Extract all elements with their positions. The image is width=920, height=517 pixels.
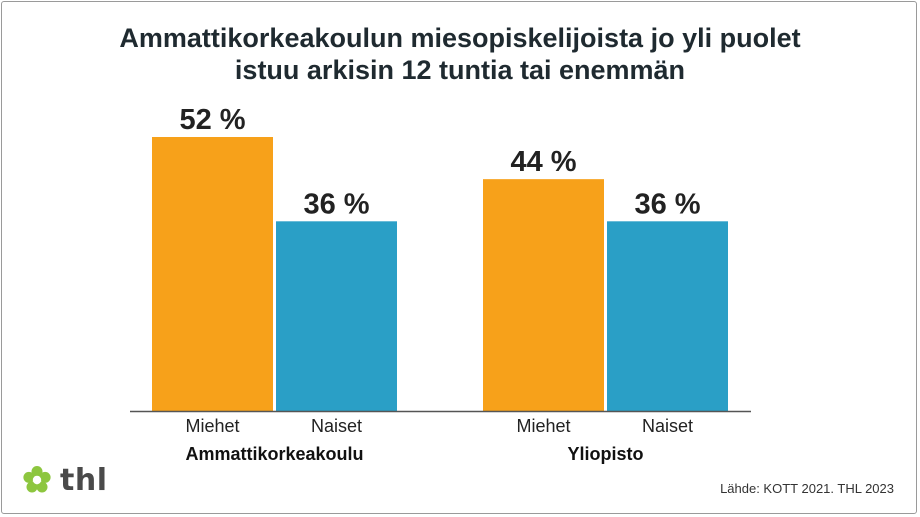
group-label: Yliopisto [568, 444, 644, 464]
data-label: 44 % [510, 146, 576, 178]
bar-ammattikorkeakoulu-naiset [276, 221, 397, 411]
thl-logo: thl [22, 462, 107, 498]
source-note: Lähde: KOTT 2021. THL 2023 [720, 481, 894, 496]
chart-title-line-2: istuu arkisin 12 tuntia tai enemmän [234, 55, 686, 85]
bar-yliopisto-naiset [607, 221, 728, 411]
chart-title: Ammattikorkeakoulun miesopiskelijoista j… [0, 22, 920, 86]
bar-ammattikorkeakoulu-miehet [152, 137, 273, 411]
bar-yliopisto-miehet [483, 179, 604, 411]
category-label: Naiset [311, 416, 362, 436]
chart-title-line-1: Ammattikorkeakoulun miesopiskelijoista j… [119, 23, 801, 53]
category-label: Naiset [642, 416, 693, 436]
category-label: Miehet [185, 416, 239, 436]
data-label: 52 % [179, 104, 245, 136]
thl-flower-icon [23, 466, 51, 493]
logo-text: thl [60, 462, 108, 498]
data-label: 36 % [303, 188, 369, 220]
category-label: Miehet [516, 416, 570, 436]
data-label: 36 % [634, 188, 700, 220]
group-label: Ammattikorkeakoulu [185, 444, 363, 464]
